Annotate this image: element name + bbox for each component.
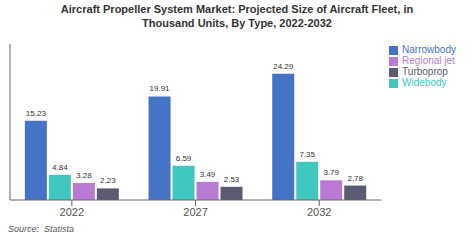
svg-text:6.59: 6.59 <box>176 154 192 163</box>
svg-text:2032: 2032 <box>307 206 331 218</box>
svg-text:3.79: 3.79 <box>323 168 339 177</box>
html-text:Source: Statista: Source: Statista <box>8 224 74 234</box>
svg-text:3.28: 3.28 <box>76 171 92 180</box>
svg-text:2.53: 2.53 <box>224 175 240 184</box>
svg-text:4.84: 4.84 <box>52 163 68 172</box>
svg-text:7.35: 7.35 <box>299 150 315 159</box>
svg-text:24.29: 24.29 <box>273 62 294 71</box>
svg-text:2.23: 2.23 <box>100 176 116 185</box>
html-text:Thousand Units, By Type, 2022-: Thousand Units, By Type, 2022-2032 <box>142 17 332 29</box>
svg-text:2027: 2027 <box>183 206 207 218</box>
html-text:Turboprop: Turboprop <box>402 66 448 77</box>
svg-text:19.91: 19.91 <box>150 84 171 93</box>
html-text:Regional jet: Regional jet <box>402 55 455 66</box>
html-text:Aircraft Propeller System Mark: Aircraft Propeller System Market: Projec… <box>60 3 414 15</box>
svg-text:3.49: 3.49 <box>200 170 216 179</box>
html-text:Narrowbody: Narrowbody <box>402 44 456 55</box>
svg-text:15.23: 15.23 <box>26 109 47 118</box>
svg-text:2.78: 2.78 <box>347 174 363 183</box>
svg-text:2022: 2022 <box>60 206 84 218</box>
html-text:Widebody: Widebody <box>402 77 447 88</box>
